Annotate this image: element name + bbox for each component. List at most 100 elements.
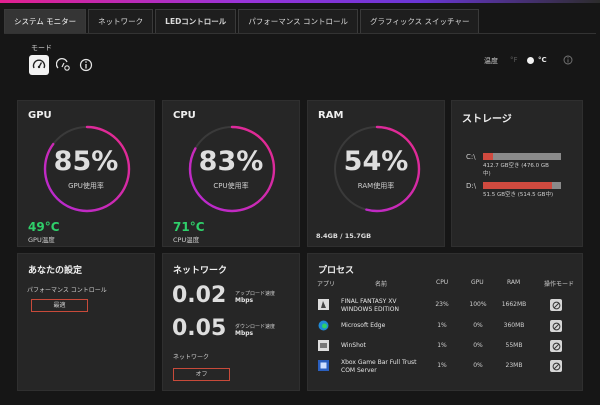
tab-system-monitor[interactable]: システム モニター — [4, 9, 87, 33]
drive-d-fill — [483, 182, 553, 189]
table-row[interactable]: WinShot 1% 0% 55MB — [308, 337, 582, 355]
ram-title: RAM — [318, 110, 344, 121]
mode-speedometer-button[interactable] — [29, 55, 49, 75]
header-app: アプリ — [317, 281, 336, 288]
header-name: 名前 — [375, 281, 388, 288]
process-ram: 23MB — [505, 362, 523, 369]
block-icon — [552, 301, 560, 309]
process-gpu: 0% — [473, 342, 483, 349]
tab-led-control[interactable]: LEDコントロール — [155, 9, 237, 33]
mode-label: モード — [31, 44, 52, 52]
header-ram: RAM — [507, 279, 521, 286]
winshot-icon — [318, 340, 329, 351]
drive-c-bar — [483, 153, 561, 160]
process-name: FINAL FANTASY XV WINDOWS EDITION — [341, 298, 399, 313]
table-row[interactable]: Xbox Game Bar Full Trust COM Server 1% 0… — [308, 357, 582, 375]
download-label: ダウンロード速度 — [235, 324, 276, 330]
network-panel: ネットワーク 0.02 アップロード速度 Mbps 0.05 ダウンロード速度 … — [162, 253, 300, 391]
drive-d-info: 51.5 GB空き (514.5 GB中) — [483, 191, 553, 199]
operation-mode-button[interactable] — [550, 340, 562, 352]
drive-c-info-line1: 412.7 GB空き (476.0 GB — [483, 163, 549, 169]
temperature-info-icon[interactable] — [563, 55, 573, 65]
process-gpu: 100% — [469, 301, 487, 308]
mode-performance-button[interactable] — [53, 55, 73, 75]
tab-performance-control[interactable]: パフォーマンス コントロール — [238, 9, 359, 33]
cpu-title: CPU — [173, 110, 196, 121]
gpu-gauge — [43, 125, 131, 213]
tab-network[interactable]: ネットワーク — [88, 9, 154, 33]
header-mode: 操作モード — [544, 281, 575, 288]
ram-gauge — [333, 125, 421, 213]
process-gpu: 0% — [473, 362, 483, 369]
ram-usage-amount: 8.4GB / 15.7GB — [316, 232, 372, 240]
drive-d-info-line1: 51.5 GB空き (514.5 GB中) — [483, 192, 554, 198]
tab-bar: システム モニター ネットワーク LEDコントロール パフォーマンス コントロー… — [4, 9, 481, 33]
storage-title: ストレージ — [462, 114, 512, 125]
process-name: Xbox Game Bar Full Trust COM Server — [341, 359, 417, 374]
process-ram: 360MB — [503, 322, 525, 329]
cpu-gauge — [188, 125, 276, 213]
process-title: プロセス — [318, 266, 355, 276]
process-name: Microsoft Edge — [341, 322, 386, 329]
mode-info-button[interactable] — [76, 55, 96, 75]
cpu-temp-value: 71°C — [173, 220, 205, 234]
tab-divider — [4, 33, 596, 34]
temperature-label: 温度 — [484, 57, 498, 65]
operation-mode-button[interactable] — [550, 360, 562, 372]
process-panel: プロセス アプリ 名前 CPU GPU RAM 操作モード FINAL FANT… — [307, 253, 583, 391]
temperature-radio[interactable] — [527, 57, 534, 64]
celsius-option[interactable]: °C — [538, 56, 547, 64]
settings-title: あなたの設定 — [28, 266, 83, 276]
ram-panel: RAM 54% RAM使用率 8.4GB / 15.7GB — [307, 100, 445, 247]
upload-value: 0.02 — [172, 283, 227, 308]
upload-unit: Mbps — [235, 297, 254, 304]
operation-mode-button[interactable] — [550, 299, 562, 311]
fahrenheit-option[interactable]: °F — [510, 56, 518, 64]
download-value: 0.05 — [172, 316, 227, 341]
network-toggle-label: ネットワーク — [173, 354, 210, 361]
drive-d-bar — [483, 182, 561, 189]
drive-c-label: C:\ — [466, 153, 476, 161]
performance-gauge-icon — [56, 58, 70, 71]
cpu-panel: CPU 83% CPU使用率 71°C CPU温度 — [162, 100, 300, 247]
drive-c-info-line2: 中) — [483, 171, 491, 177]
gpu-title: GPU — [28, 110, 52, 121]
operation-mode-button[interactable] — [550, 320, 562, 332]
process-name-line2: COM Server — [341, 366, 377, 374]
table-row[interactable]: FINAL FANTASY XV WINDOWS EDITION 23% 100… — [308, 296, 582, 314]
gpu-usage-value: 85% — [53, 146, 119, 177]
game-bar-icon — [318, 360, 329, 371]
final-fantasy-icon — [318, 299, 329, 310]
gpu-temp-value: 49°C — [28, 220, 60, 234]
process-ram: 55MB — [505, 342, 523, 349]
process-name-line2: WINDOWS EDITION — [341, 305, 400, 313]
storage-panel: ストレージ C:\ 412.7 GB空き (476.0 GB 中) D:\ 51… — [451, 100, 583, 247]
tab-graphics-switcher[interactable]: グラフィックス スイッチャー — [360, 9, 480, 33]
cpu-temp-label: CPU温度 — [173, 236, 200, 244]
block-icon — [552, 342, 560, 350]
process-gpu: 0% — [473, 322, 483, 329]
block-icon — [552, 322, 560, 330]
perf-control-dropdown[interactable]: 最適 — [31, 299, 88, 312]
ram-usage-value: 54% — [343, 146, 409, 177]
process-cpu: 1% — [437, 322, 447, 329]
upload-label: アップロード速度 — [235, 291, 276, 297]
table-row[interactable]: Microsoft Edge 1% 0% 360MB — [308, 317, 582, 335]
process-cpu: 1% — [437, 362, 447, 369]
block-icon — [552, 362, 560, 370]
process-name-line1: Xbox Game Bar Full Trust — [341, 359, 417, 366]
process-ram: 1662MB — [501, 301, 527, 308]
gpu-panel: GPU 85% GPU使用率 49°C GPU温度 — [17, 100, 155, 247]
cpu-usage-value: 83% — [198, 146, 264, 177]
header-gpu: GPU — [471, 279, 484, 286]
drive-c-info: 412.7 GB空き (476.0 GB 中) — [483, 162, 549, 178]
network-toggle-button[interactable]: オフ — [173, 368, 230, 381]
process-cpu: 23% — [435, 301, 449, 308]
header-cpu: CPU — [436, 279, 449, 286]
process-cpu: 1% — [437, 342, 447, 349]
accent-bar — [0, 0, 600, 3]
drive-c-fill — [483, 153, 494, 160]
process-name: WinShot — [341, 342, 366, 349]
ram-usage-label: RAM使用率 — [357, 182, 395, 190]
gpu-usage-label: GPU使用率 — [68, 182, 104, 190]
